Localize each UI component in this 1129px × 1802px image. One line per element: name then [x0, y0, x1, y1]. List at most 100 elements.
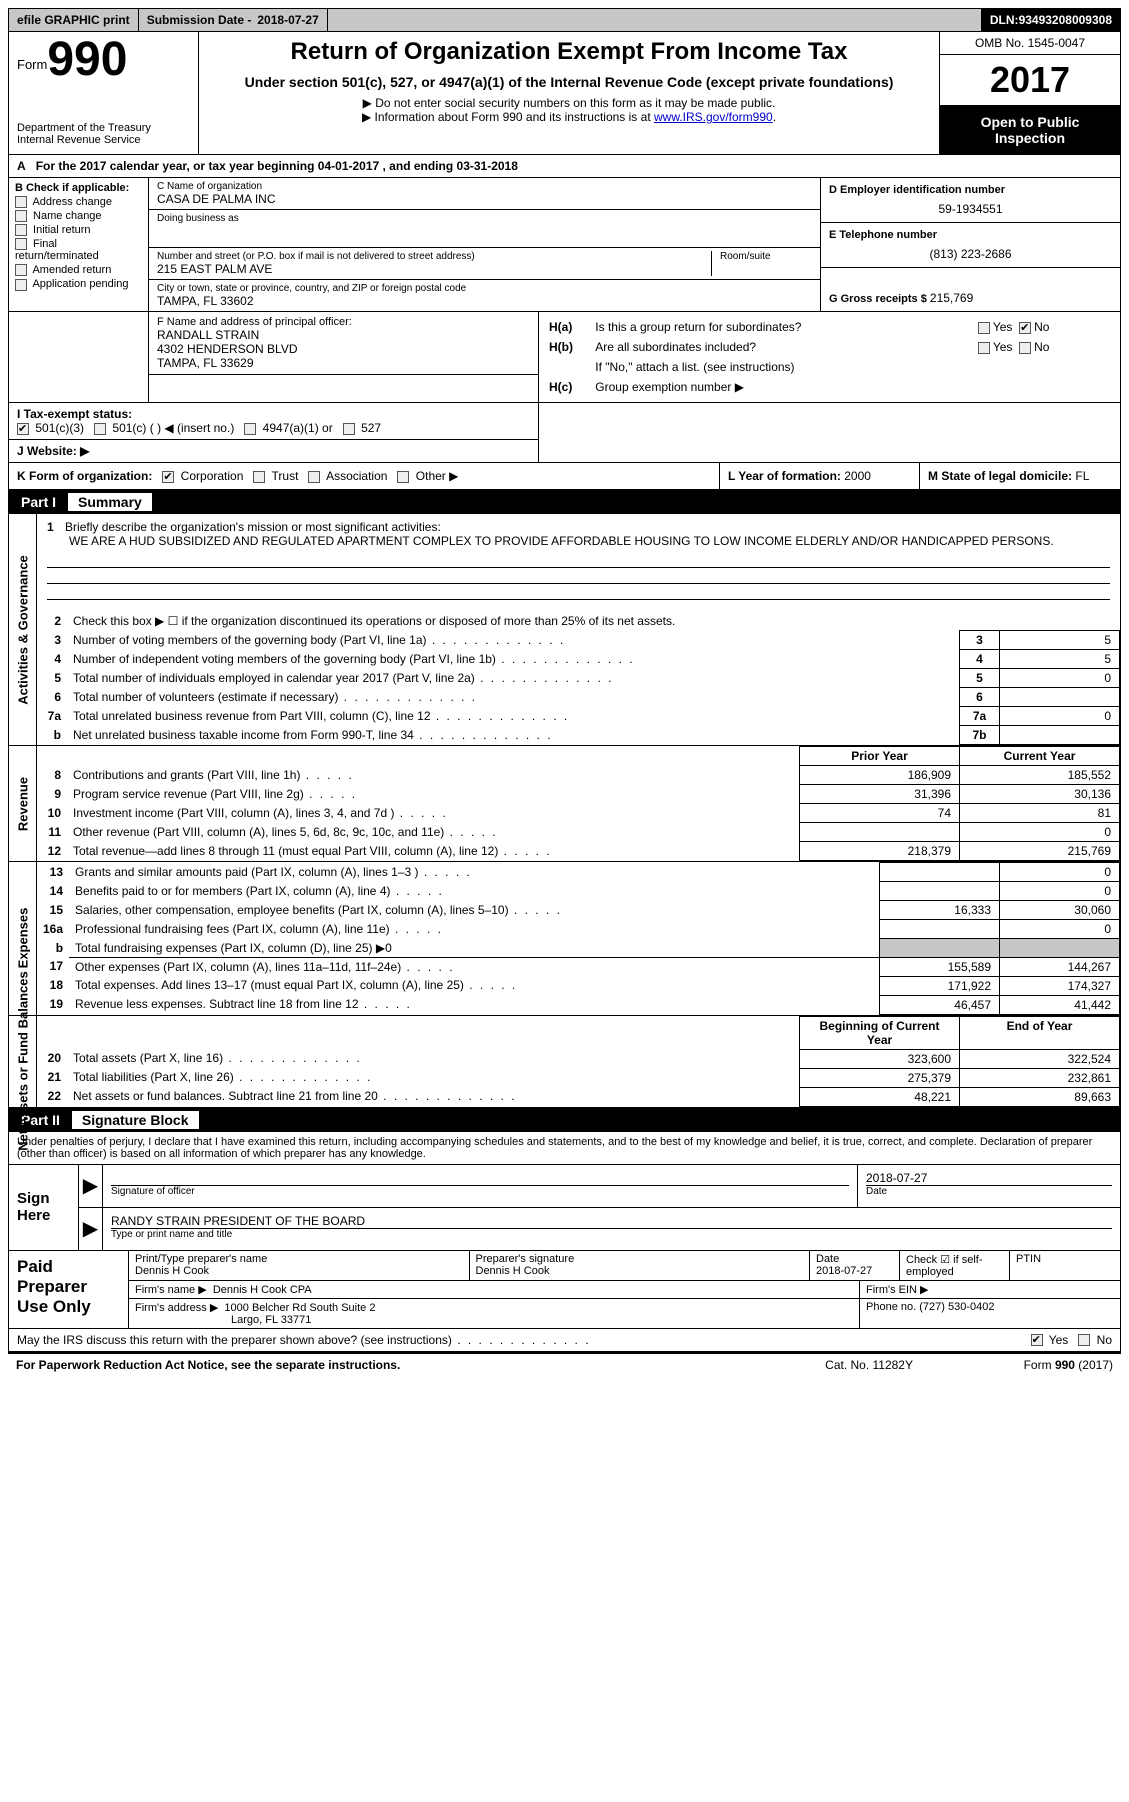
- firm-addr1: 1000 Belcher Rd South Suite 2: [224, 1302, 375, 1314]
- col-b-item[interactable]: Name change: [15, 210, 142, 222]
- officer-addr1: 4302 HENDERSON BLVD: [157, 342, 530, 356]
- preparer-name-label: Print/Type preparer's name: [135, 1253, 463, 1265]
- footer-left: For Paperwork Reduction Act Notice, see …: [16, 1358, 825, 1372]
- k-opt-checkbox[interactable]: [253, 471, 265, 483]
- line-a-text: For the 2017 calendar year, or tax year …: [36, 159, 518, 173]
- omb-number: OMB No. 1545-0047: [940, 32, 1120, 55]
- expense-row: 18Total expenses. Add lines 13–17 (must …: [37, 976, 1120, 995]
- ha-label: H(a): [549, 318, 593, 336]
- hb-yes-checkbox[interactable]: [978, 342, 990, 354]
- k-opt-checkbox[interactable]: [397, 471, 409, 483]
- governance-row: 6Total number of volunteers (estimate if…: [37, 688, 1120, 707]
- ha-yn: Yes No: [978, 318, 1110, 336]
- sign-here-block: Sign Here ▶ ▶ Signature of officer 2018-…: [8, 1164, 1121, 1251]
- revenue-side-label: Revenue: [9, 746, 37, 861]
- form-header: Form 990 Department of the Treasury Inte…: [8, 32, 1121, 155]
- line-2: Check this box ▶ ☐ if the organization d…: [67, 612, 1120, 631]
- ha-no-checkbox[interactable]: [1019, 322, 1031, 334]
- column-h: H(a) Is this a group return for subordin…: [539, 312, 1120, 402]
- f-block: F Name and address of principal officer:…: [149, 312, 538, 375]
- hb-no-checkbox[interactable]: [1019, 342, 1031, 354]
- tax-exempt-row: I Tax-exempt status: 501(c)(3) 501(c) ( …: [9, 403, 538, 440]
- officer-name-value: RANDY STRAIN PRESIDENT OF THE BOARD: [111, 1210, 1112, 1229]
- 527-checkbox[interactable]: [343, 423, 355, 435]
- governance-row: 3Number of voting members of the governi…: [37, 631, 1120, 650]
- expense-row: 13Grants and similar amounts paid (Part …: [37, 863, 1120, 882]
- col-b-item[interactable]: Address change: [15, 196, 142, 208]
- ha-yes-checkbox[interactable]: [978, 322, 990, 334]
- discuss-yes-checkbox[interactable]: [1031, 1334, 1043, 1346]
- row-klm: K Form of organization: Corporation Trus…: [8, 463, 1121, 490]
- netassets-row: 21Total liabilities (Part X, line 26)275…: [37, 1068, 1120, 1087]
- ein-value: 59-1934551: [829, 196, 1112, 216]
- k-cell: K Form of organization: Corporation Trus…: [9, 463, 720, 489]
- dln-label: DLN:: [990, 13, 1019, 27]
- part-2-header: Part II Signature Block: [9, 1108, 1120, 1132]
- governance-section: Activities & Governance 1 Briefly descri…: [8, 514, 1121, 746]
- revenue-row: 11Other revenue (Part VIII, column (A), …: [37, 823, 1120, 842]
- irs-dept: Department of the Treasury Internal Reve…: [17, 122, 190, 146]
- firm-name-label: Firm's name ▶: [135, 1284, 207, 1296]
- gross-label: G Gross receipts $: [829, 293, 930, 305]
- signature-declaration: Under penalties of perjury, I declare th…: [8, 1132, 1121, 1164]
- revenue-row: 10Investment income (Part VIII, column (…: [37, 804, 1120, 823]
- officer-signature-field[interactable]: [111, 1167, 849, 1186]
- hc-text: Group exemption number ▶: [595, 378, 1110, 396]
- col-b-item[interactable]: Final return/terminated: [15, 238, 142, 262]
- sig-date-value: 2018-07-27: [866, 1167, 1112, 1186]
- discuss-no-checkbox[interactable]: [1078, 1334, 1090, 1346]
- col-b-item[interactable]: Application pending: [15, 278, 142, 290]
- part-1-header: Part I Summary: [9, 490, 1120, 514]
- mission-underline-2: [47, 568, 1110, 584]
- begin-year-header: Beginning of Current Year: [800, 1016, 960, 1049]
- form-number: 990: [47, 36, 127, 84]
- self-employed-cell: Check ☑ if self-employed: [900, 1251, 1010, 1280]
- hc-label: H(c): [549, 378, 593, 396]
- street-label: Number and street (or P.O. box if mail i…: [157, 251, 703, 262]
- treasury-dept: Department of the Treasury: [17, 122, 190, 134]
- submission-date-label: Submission Date -: [147, 13, 258, 27]
- firm-ein-label: Firm's EIN ▶: [860, 1281, 1120, 1298]
- open-to-public: Open to Public Inspection: [940, 106, 1120, 154]
- mission-text: WE ARE A HUD SUBSIDIZED AND REGULATED AP…: [47, 534, 1110, 548]
- part-1-label: Part I: [9, 494, 68, 510]
- tax-exempt-label: I Tax-exempt status:: [17, 407, 132, 421]
- phone-value: (813) 223-2686: [829, 241, 1112, 261]
- column-d: D Employer identification number 59-1934…: [820, 178, 1120, 311]
- firm-addr-label: Firm's address ▶: [135, 1302, 218, 1314]
- col-b-header: B Check if applicable:: [15, 182, 142, 194]
- mission-underline-3: [47, 584, 1110, 600]
- dln-cell: DLN: 93493208009308: [982, 9, 1120, 31]
- line-a-prefix: A: [17, 159, 26, 173]
- netassets-row: 20Total assets (Part X, line 16)323,6003…: [37, 1049, 1120, 1068]
- governance-row: 7aTotal unrelated business revenue from …: [37, 707, 1120, 726]
- expense-row: 16aProfessional fundraising fees (Part I…: [37, 920, 1120, 939]
- prior-year-header: Prior Year: [800, 747, 960, 766]
- l-cell: L Year of formation: 2000: [720, 463, 920, 489]
- officer-label: F Name and address of principal officer:: [157, 316, 530, 328]
- part-2-title: Signature Block: [72, 1111, 199, 1129]
- 4947-checkbox[interactable]: [244, 423, 256, 435]
- k-opt-checkbox[interactable]: [308, 471, 320, 483]
- k-opt-checkbox[interactable]: [162, 471, 174, 483]
- mission-prompt: Briefly describe the organization's miss…: [65, 520, 441, 534]
- 501c-checkbox[interactable]: [94, 423, 106, 435]
- city-label: City or town, state or province, country…: [157, 283, 812, 294]
- governance-row: 5Total number of individuals employed in…: [37, 669, 1120, 688]
- org-name-label: C Name of organization: [157, 181, 812, 192]
- governance-row: bNet unrelated business taxable income f…: [37, 726, 1120, 745]
- irs-form990-link[interactable]: www.IRS.gov/form990: [654, 110, 773, 124]
- col-b-items: Address change Name change Initial retur…: [15, 196, 142, 291]
- form-990-title: Form 990: [17, 36, 190, 84]
- 501c3-checkbox[interactable]: [17, 423, 29, 435]
- efile-graphic-print[interactable]: efile GRAPHIC print: [9, 9, 139, 31]
- revenue-row: 12Total revenue—add lines 8 through 11 (…: [37, 842, 1120, 861]
- header-left: Form 990 Department of the Treasury Inte…: [9, 32, 199, 154]
- irs-name: Internal Revenue Service: [17, 134, 190, 146]
- governance-side-label: Activities & Governance: [9, 514, 37, 745]
- hb-yn: Yes No: [978, 338, 1110, 356]
- col-b-item[interactable]: Initial return: [15, 224, 142, 236]
- col-b-item[interactable]: Amended return: [15, 264, 142, 276]
- netassets-table: Beginning of Current Year End of Year 20…: [37, 1016, 1120, 1107]
- instruction-2: ▶ Information about Form 990 and its ins…: [219, 110, 919, 124]
